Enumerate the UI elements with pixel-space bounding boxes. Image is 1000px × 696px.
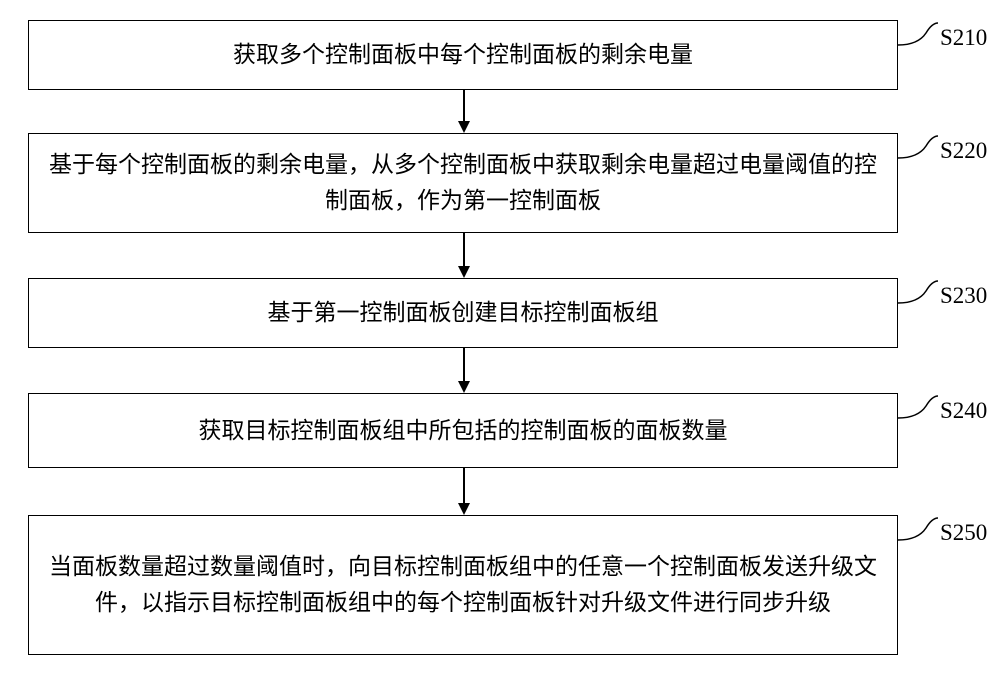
step-label-S220: S220 (940, 138, 987, 164)
arrow-head-icon (458, 381, 470, 393)
step-label-S210: S210 (940, 25, 987, 51)
step-text: 获取目标控制面板组中所包括的控制面板的面板数量 (199, 413, 728, 449)
arrow-line (463, 233, 465, 266)
arrow-head-icon (458, 503, 470, 515)
label-connector (898, 510, 943, 550)
step-box-S220: 基于每个控制面板的剩余电量，从多个控制面板中获取剩余电量超过电量阈值的控制面板，… (28, 133, 898, 233)
step-box-S240: 获取目标控制面板组中所包括的控制面板的面板数量 (28, 393, 898, 468)
arrow-line (463, 90, 465, 121)
step-box-S210: 获取多个控制面板中每个控制面板的剩余电量 (28, 20, 898, 90)
arrow-head-icon (458, 121, 470, 133)
flowchart-container: 获取多个控制面板中每个控制面板的剩余电量 S210 基于每个控制面板的剩余电量，从多… (0, 0, 1000, 696)
step-label-S230: S230 (940, 283, 987, 309)
arrow-head-icon (458, 266, 470, 278)
step-label-S250: S250 (940, 520, 987, 546)
label-connector (898, 128, 943, 168)
step-label-S240: S240 (940, 398, 987, 424)
label-connector (898, 388, 943, 428)
label-connector (898, 15, 943, 55)
arrow-line (463, 468, 465, 503)
step-text: 基于第一控制面板创建目标控制面板组 (268, 295, 659, 331)
arrow-line (463, 348, 465, 381)
step-text: 当面板数量超过数量阈值时，向目标控制面板组中的任意一个控制面板发送升级文件，以指… (49, 549, 877, 620)
step-box-S250: 当面板数量超过数量阈值时，向目标控制面板组中的任意一个控制面板发送升级文件，以指… (28, 515, 898, 655)
label-connector (898, 273, 943, 313)
step-box-S230: 基于第一控制面板创建目标控制面板组 (28, 278, 898, 348)
step-text: 获取多个控制面板中每个控制面板的剩余电量 (233, 37, 693, 73)
step-text: 基于每个控制面板的剩余电量，从多个控制面板中获取剩余电量超过电量阈值的控制面板，… (49, 147, 877, 218)
